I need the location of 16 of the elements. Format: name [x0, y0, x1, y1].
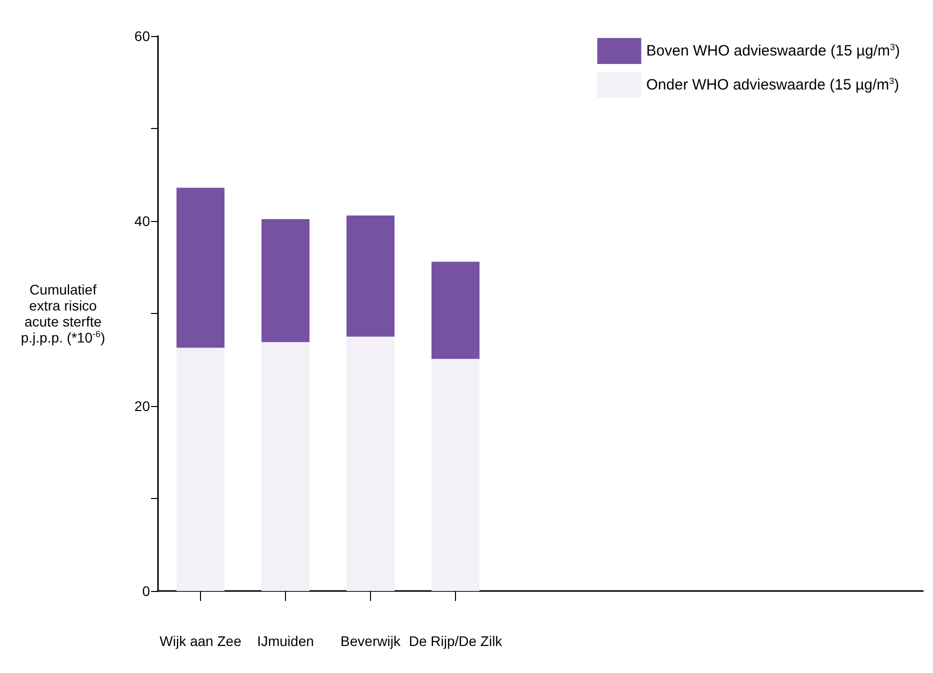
- y-tick-label: 40: [134, 213, 150, 229]
- bar: [262, 219, 310, 342]
- bar: [346, 336, 394, 591]
- bar: [432, 262, 480, 359]
- x-tick-label: IJmuiden: [257, 633, 314, 649]
- y-tick-label: 20: [134, 398, 150, 414]
- bar: [176, 188, 224, 348]
- bar: [262, 342, 310, 591]
- x-tick-label: De Rijp/De Zilk: [408, 633, 504, 649]
- x-tick-label: Wijk aan Zee: [160, 633, 242, 649]
- y-tick-label: 60: [134, 28, 150, 44]
- bar: [176, 348, 224, 591]
- x-tick-label: Beverwijk: [340, 633, 402, 649]
- y-tick-label: 0: [142, 583, 150, 599]
- bar: [432, 358, 480, 591]
- bar: [346, 215, 394, 337]
